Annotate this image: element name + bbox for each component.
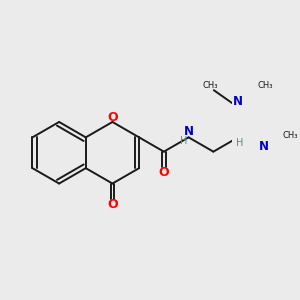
Text: CH₃: CH₃ [203, 81, 218, 90]
Text: N: N [233, 95, 243, 108]
Text: O: O [158, 166, 169, 179]
Text: H: H [180, 136, 187, 146]
Text: N: N [259, 140, 269, 153]
Text: H: H [236, 138, 244, 148]
Text: CH₃: CH₃ [258, 81, 274, 90]
Text: O: O [107, 198, 118, 211]
Text: O: O [107, 111, 118, 124]
Text: CH₃: CH₃ [283, 131, 298, 140]
Text: N: N [184, 125, 194, 138]
